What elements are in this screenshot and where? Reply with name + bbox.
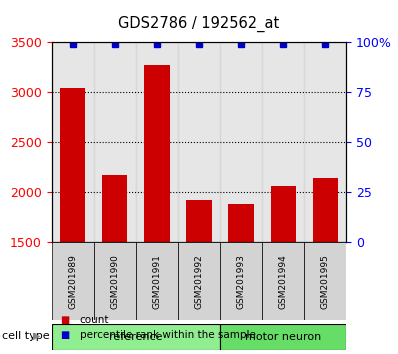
Text: ▶: ▶ xyxy=(33,331,40,341)
Text: GSM201990: GSM201990 xyxy=(110,254,119,309)
Text: GSM201992: GSM201992 xyxy=(195,254,203,309)
Text: GSM201991: GSM201991 xyxy=(152,254,162,309)
Bar xyxy=(94,42,136,242)
Text: ■: ■ xyxy=(60,315,69,325)
Bar xyxy=(178,42,220,242)
Bar xyxy=(60,88,86,242)
Bar xyxy=(304,42,346,242)
Bar xyxy=(144,65,170,242)
FancyBboxPatch shape xyxy=(220,242,262,320)
Bar xyxy=(271,187,296,242)
Bar xyxy=(186,200,212,242)
FancyBboxPatch shape xyxy=(136,242,178,320)
Text: cell type: cell type xyxy=(2,331,50,341)
Text: reference: reference xyxy=(109,332,163,342)
FancyBboxPatch shape xyxy=(52,324,220,350)
Text: GSM201993: GSM201993 xyxy=(236,254,246,309)
Text: GDS2786 / 192562_at: GDS2786 / 192562_at xyxy=(118,16,280,32)
FancyBboxPatch shape xyxy=(304,242,346,320)
Text: count: count xyxy=(80,315,109,325)
Bar xyxy=(52,42,94,242)
FancyBboxPatch shape xyxy=(178,242,220,320)
Text: GSM201994: GSM201994 xyxy=(279,254,288,309)
Bar xyxy=(102,175,127,242)
FancyBboxPatch shape xyxy=(262,242,304,320)
Text: motor neuron: motor neuron xyxy=(245,332,321,342)
Bar xyxy=(228,205,254,242)
Text: percentile rank within the sample: percentile rank within the sample xyxy=(80,330,256,339)
Text: GSM201995: GSM201995 xyxy=(321,254,330,309)
Bar xyxy=(220,42,262,242)
Text: ■: ■ xyxy=(60,330,69,339)
Bar xyxy=(312,178,338,242)
FancyBboxPatch shape xyxy=(220,324,346,350)
Bar xyxy=(262,42,304,242)
Bar xyxy=(136,42,178,242)
FancyBboxPatch shape xyxy=(94,242,136,320)
FancyBboxPatch shape xyxy=(52,242,94,320)
Text: GSM201989: GSM201989 xyxy=(68,254,77,309)
